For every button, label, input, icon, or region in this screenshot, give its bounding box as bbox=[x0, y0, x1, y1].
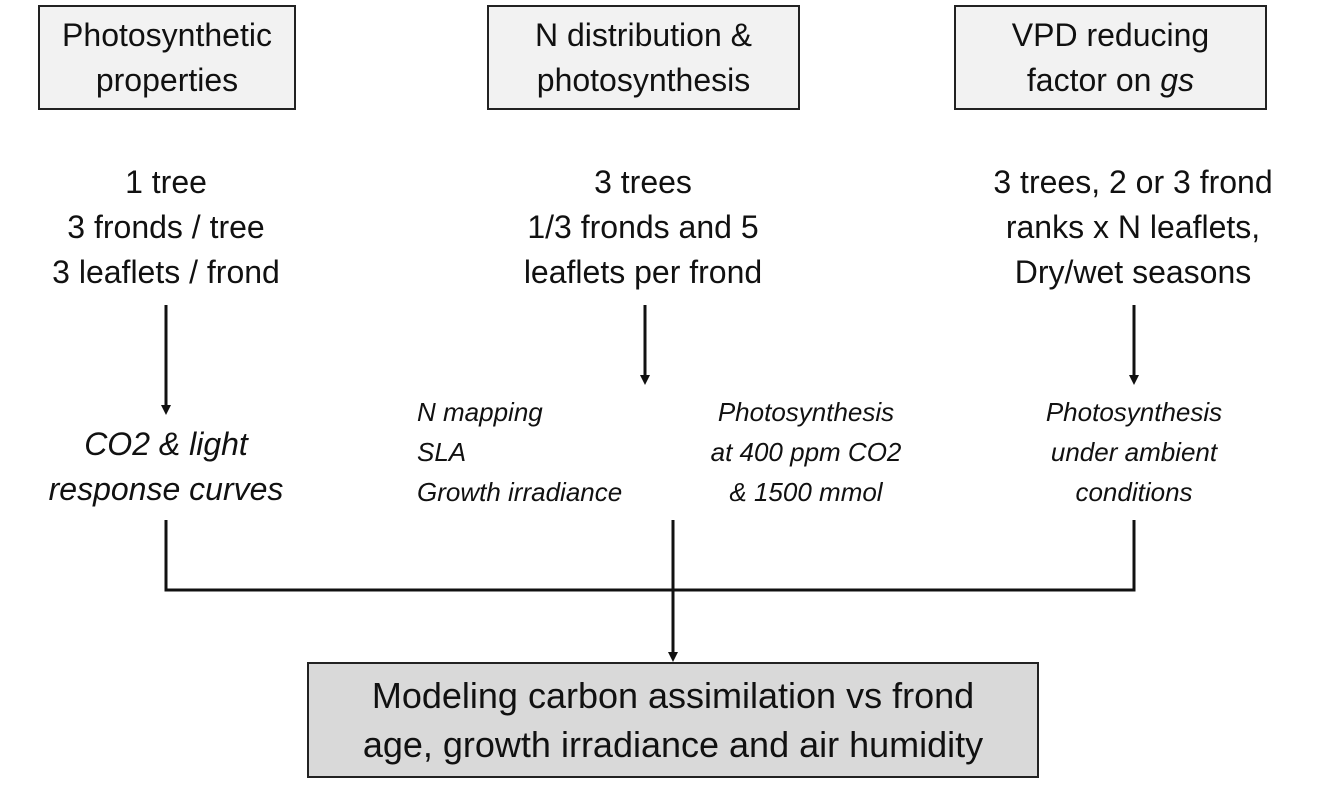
measurement-right-line3: conditions bbox=[1075, 477, 1193, 507]
measurement-middle-b-line2: at 400 ppm CO2 bbox=[710, 437, 902, 467]
samples-left-line2: 3 fronds / tree bbox=[67, 209, 265, 245]
samples-middle-line2: 1/3 fronds and 5 bbox=[527, 209, 759, 245]
box-photosynthetic-line2: properties bbox=[95, 61, 239, 98]
measurement-middle-a-line1: N mapping bbox=[417, 397, 543, 427]
box-modeling-result: Modeling carbon assimilation vs frond ag… bbox=[307, 662, 1039, 778]
result-line1: Modeling carbon assimilation vs frond bbox=[371, 675, 975, 716]
box-vpd-line2-gs: gs bbox=[1160, 61, 1195, 98]
samples-right-line2: ranks x N leaflets, bbox=[1005, 209, 1261, 245]
measurement-middle-a-line2: SLA bbox=[417, 437, 467, 467]
box-vpd-line1: VPD reducing bbox=[1011, 16, 1210, 53]
box-n-distribution-line2: photosynthesis bbox=[536, 61, 751, 98]
measurement-right: Photosynthesis under ambient conditions bbox=[1046, 392, 1222, 512]
measurement-right-line2: under ambient bbox=[1050, 437, 1218, 467]
measurement-left-line1: CO2 & light bbox=[84, 426, 248, 462]
result-line2: age, growth irradiance and air humidity bbox=[362, 724, 984, 765]
samples-right-line3: Dry/wet seasons bbox=[1014, 254, 1252, 290]
box-n-distribution: N distribution & photosynthesis bbox=[487, 5, 800, 110]
merge-line bbox=[164, 520, 1136, 592]
measurement-middle-b-line1: Photosynthesis bbox=[717, 397, 895, 427]
measurement-middle-b-line3: & 1500 mmol bbox=[729, 477, 883, 507]
samples-left-line3: 3 leaflets / frond bbox=[52, 254, 280, 290]
samples-right-line1: 3 trees, 2 or 3 frond bbox=[993, 164, 1273, 200]
box-n-distribution-line1: N distribution & bbox=[535, 16, 752, 53]
box-vpd-reducing-factor: VPD reducing factor on gs bbox=[954, 5, 1267, 110]
box-vpd-line2-prefix: factor on bbox=[1026, 61, 1161, 98]
samples-right: 3 trees, 2 or 3 frond ranks x N leaflets… bbox=[993, 160, 1272, 295]
measurement-middle-a: N mapping SLA Growth irradiance bbox=[417, 392, 622, 512]
measurement-middle-a-line3: Growth irradiance bbox=[417, 477, 623, 507]
samples-left-line1: 1 tree bbox=[125, 164, 207, 200]
samples-middle-line3: leaflets per frond bbox=[523, 254, 763, 290]
box-photosynthetic-properties: Photosynthetic properties bbox=[38, 5, 296, 110]
samples-middle: 3 trees 1/3 fronds and 5 leaflets per fr… bbox=[524, 160, 762, 295]
measurement-left-line2: response curves bbox=[48, 471, 284, 507]
box-vpd-line2: factor on gs bbox=[1027, 58, 1194, 103]
samples-middle-line1: 3 trees bbox=[594, 164, 692, 200]
box-photosynthetic-line1: Photosynthetic bbox=[62, 16, 272, 53]
measurement-middle-b: Photosynthesis at 400 ppm CO2 & 1500 mmo… bbox=[711, 392, 902, 512]
measurement-right-line1: Photosynthesis bbox=[1045, 397, 1223, 427]
samples-left: 1 tree 3 fronds / tree 3 leaflets / fron… bbox=[52, 160, 280, 295]
measurement-left: CO2 & light response curves bbox=[49, 422, 284, 512]
